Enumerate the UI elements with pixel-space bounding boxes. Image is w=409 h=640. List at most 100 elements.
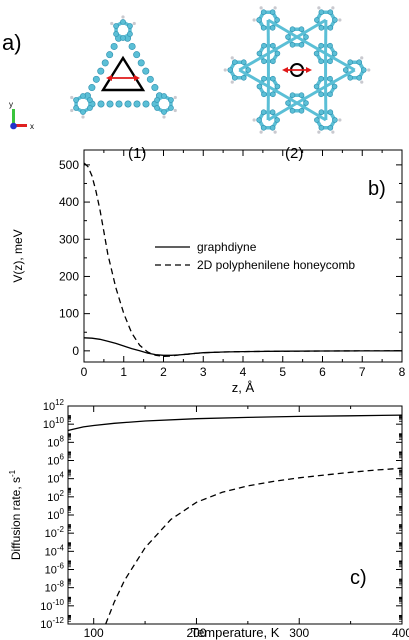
y-tick-exponent: -6	[57, 562, 65, 571]
carbon-atom	[327, 9, 334, 15]
chart-c-ylabel: Diffusion rate, s-1	[8, 469, 23, 560]
hydrogen-atom	[252, 18, 256, 22]
arrow-head-left	[282, 67, 288, 73]
benzene-ring-atom	[168, 97, 174, 103]
carbon-atom	[270, 42, 276, 49]
molecule-2-label: (2)	[285, 145, 303, 162]
benzene-ring-atom	[168, 105, 174, 111]
carbon-atom	[331, 83, 338, 90]
y-tick-exponent: 10	[55, 416, 64, 425]
x-tick-label: 3	[200, 365, 207, 379]
carbon-atom	[318, 24, 325, 31]
acetylene-carbon-atom	[88, 84, 96, 92]
ring-link-bond	[296, 101, 327, 122]
carbon-atom	[289, 92, 296, 99]
benzene-ring-atom	[154, 105, 160, 111]
acetylene-carbon-atom	[128, 42, 136, 50]
hydrogen-atom	[173, 95, 177, 100]
carbon-atom	[327, 58, 333, 65]
benzene-ring-atom	[154, 97, 160, 103]
chart-b-frame	[83, 149, 403, 363]
y-tick-label: 200	[59, 269, 79, 283]
hydrogen-atom	[110, 21, 114, 26]
benzene-ring-atom	[87, 105, 93, 111]
carbon-atom	[327, 109, 334, 116]
y-tick-label: 400	[59, 195, 79, 209]
y-tick-label: 1010	[43, 416, 65, 431]
carbon-atom	[285, 100, 291, 106]
y-tick-label: 10-10	[40, 598, 64, 613]
y-tick-label: 500	[59, 158, 79, 172]
hydrogen-atom	[273, 6, 277, 10]
carbon-atom	[356, 59, 363, 66]
carbon-atom	[285, 34, 291, 40]
acetylene-carbon-atom	[124, 100, 132, 108]
y-tick-label: 106	[47, 453, 64, 468]
hydrogen-atom	[70, 108, 74, 113]
diffusion-rate-chart: 100 200 300 4001012101010810610410210010-21…	[8, 398, 409, 640]
benzene-ring-atom	[127, 23, 133, 29]
carbon-atom	[342, 67, 349, 73]
chart-c-ylabel-text: Diffusion rate, s	[9, 477, 23, 560]
y-tick-base: 10	[45, 565, 57, 577]
y-tick-exponent: 2	[60, 489, 65, 498]
chart-c-frame	[67, 405, 403, 625]
carbon-atom	[314, 117, 320, 123]
benzene-ring-atom	[120, 35, 126, 41]
benzene-ring-atom	[73, 97, 79, 103]
y-tick-base: 10	[47, 510, 59, 522]
ring-link-bond	[238, 52, 270, 72]
x-tick-label: 100	[84, 626, 104, 640]
chart-b-ylabel: V(z), meV	[11, 229, 25, 282]
carbon-atom	[332, 17, 338, 23]
carbon-atom	[318, 42, 324, 49]
benzene-ring-atom	[120, 19, 126, 25]
y-tick-base: 10	[40, 601, 52, 613]
carbon-atom	[270, 58, 276, 65]
hydrogen-atom	[273, 130, 277, 134]
y-tick-label: 100	[47, 507, 64, 522]
benzene-ring-atom	[73, 105, 79, 111]
hydrogen-atom	[81, 115, 85, 119]
acetylene-carbon-atom	[92, 75, 100, 83]
carbon-atom	[331, 50, 338, 57]
carbon-atom	[240, 74, 247, 81]
carbon-atom	[318, 58, 324, 65]
carbon-atom	[313, 83, 320, 90]
carbon-atom	[256, 83, 263, 90]
carbon-atom	[303, 100, 309, 106]
acetylene-carbon-atom	[97, 67, 105, 75]
y-tick-base: 10	[43, 401, 55, 413]
carbon-atom	[318, 91, 324, 98]
carbon-atom	[332, 117, 338, 123]
polyphenylene-honeycomb-molecule-diagram	[223, 6, 371, 134]
potential-chart: 0 1 2 3 4 5 6 7 8 0 100 200 300 400 500 graphdiyne 2D …	[11, 149, 406, 395]
carbon-atom	[260, 109, 267, 116]
carbon-atom	[356, 74, 363, 81]
carbon-atom	[298, 26, 305, 33]
hydrogen-atom	[259, 6, 263, 10]
x-tick-label: 8	[399, 365, 406, 379]
carbon-atom	[261, 42, 267, 49]
carbon-atom	[360, 67, 367, 73]
carbon-atom	[298, 41, 305, 48]
carbon-atom	[260, 24, 267, 31]
y-tick-label: 10-4	[45, 543, 65, 558]
arrow-head-right	[306, 67, 312, 73]
carbon-atom	[270, 75, 276, 82]
y-tick-exponent: -12	[52, 616, 64, 625]
carbon-atom	[261, 91, 267, 98]
carbon-atom	[274, 50, 281, 57]
y-tick-exponent: 0	[60, 507, 65, 516]
hydrogen-atom	[230, 56, 234, 60]
axis-triad: y x	[9, 100, 34, 131]
acetylene-carbon-atom	[101, 59, 109, 67]
carbon-atom	[261, 75, 267, 82]
panel-a-label: a)	[2, 30, 22, 55]
carbon-atom	[327, 24, 334, 31]
carbon-atom	[318, 109, 325, 116]
carbon-atom	[318, 125, 325, 131]
carbon-atom	[240, 59, 247, 66]
